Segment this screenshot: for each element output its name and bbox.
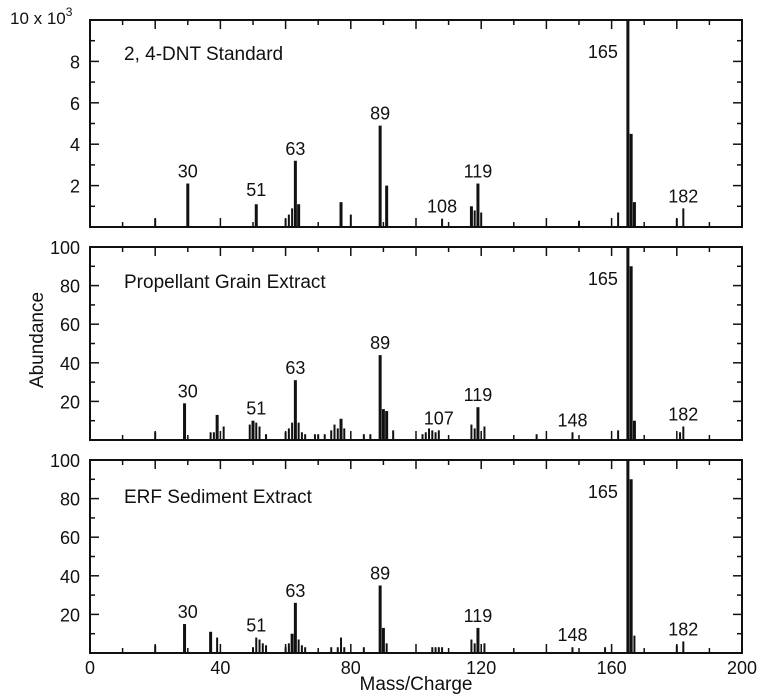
x-tick-label: 200: [727, 658, 757, 678]
peak-label: 182: [668, 404, 698, 424]
peak-label: 119: [464, 385, 493, 405]
panel-peak-labels: 30 51 63 89 108 119 165 182: [178, 42, 699, 217]
x-tick-label: 0: [85, 658, 95, 678]
y-tick-label: 20: [60, 392, 80, 412]
x-tick-label: 80: [341, 658, 361, 678]
y-tick-label: 20: [60, 605, 80, 625]
y-tick-label: 40: [60, 567, 80, 587]
peak-label: 182: [668, 619, 698, 639]
x-tick-label: 40: [210, 658, 230, 678]
y-tick-label: 80: [60, 490, 80, 510]
panel-title: ERF Sediment Extract: [124, 487, 313, 508]
peak-label: 51: [246, 180, 266, 200]
peak-label: 89: [370, 333, 390, 353]
x-tick-label: 160: [597, 658, 627, 678]
y-axis-label: Abundance: [27, 292, 48, 388]
panel-peak-labels: 30 51 63 89 119 148 165 182: [178, 482, 699, 645]
y-tick-label: 6: [70, 94, 80, 114]
panel-ticks: 2 4 6 8: [70, 20, 742, 227]
peak-label: 165: [588, 269, 618, 289]
peak-label: 165: [588, 482, 618, 502]
peak-label: 89: [370, 104, 390, 124]
peak-label: 30: [178, 162, 198, 182]
top-scale-base: 10 x 10: [10, 9, 66, 28]
peak-label: 165: [588, 42, 618, 62]
peak-label: 108: [427, 197, 457, 217]
y-tick-label: 4: [70, 135, 80, 155]
y-tick-label: 60: [60, 315, 80, 335]
panel-title: Propellant Grain Extract: [124, 272, 326, 293]
x-axis-label: Mass/Charge: [360, 674, 473, 695]
peak-label: 63: [285, 581, 305, 601]
panel-peak-labels: 30 51 63 89 107 119 148 165 182: [178, 269, 699, 430]
peak-label: 63: [285, 358, 305, 378]
peak-label: 51: [246, 616, 266, 636]
y-tick-label: 100: [50, 238, 80, 258]
peak-label: 89: [370, 563, 390, 583]
panel-ticks: 20 40 60 80 100 0 40 80 120 160 200: [50, 451, 757, 678]
panel-propellant-grain-extract: Propellant Grain Extract 20 40 60 80 100 30 5…: [50, 238, 743, 441]
y-tick-label: 100: [50, 451, 80, 471]
peak-label: 148: [557, 625, 587, 645]
peak-label: 63: [285, 139, 305, 159]
top-scale-exponent: 3: [66, 5, 73, 19]
panel-peaks: [154, 20, 685, 227]
y-tick-label: 80: [60, 277, 80, 297]
top-scale-label: 10 x 103: [10, 5, 73, 28]
peak-label: 107: [424, 408, 454, 428]
y-tick-label: 60: [60, 528, 80, 548]
peak-label: 148: [557, 410, 587, 430]
panel-ticks: 20 40 60 80 100: [50, 238, 742, 440]
peak-label: 30: [178, 602, 198, 622]
y-tick-label: 40: [60, 354, 80, 374]
panel-2-4-dnt-standard: 2, 4-DNT Standard 10 x 103 2 4 6 8 30 51 63 89…: [10, 5, 743, 228]
panel-peaks: [154, 460, 685, 653]
panel-title: 2, 4-DNT Standard: [124, 44, 283, 65]
peak-label: 182: [668, 186, 698, 206]
peak-label: 119: [464, 162, 493, 182]
peak-label: 51: [246, 399, 266, 419]
peak-label: 119: [464, 606, 493, 626]
y-tick-label: 8: [70, 52, 80, 72]
peak-label: 30: [178, 381, 198, 401]
panel-erf-sediment-extract: ERF Sediment Extract 20 40 60 80 100 0 40 80 120…: [50, 451, 757, 678]
panel-peaks: [154, 247, 685, 440]
x-tick-label: 120: [466, 658, 496, 678]
y-tick-label: 2: [70, 177, 80, 197]
